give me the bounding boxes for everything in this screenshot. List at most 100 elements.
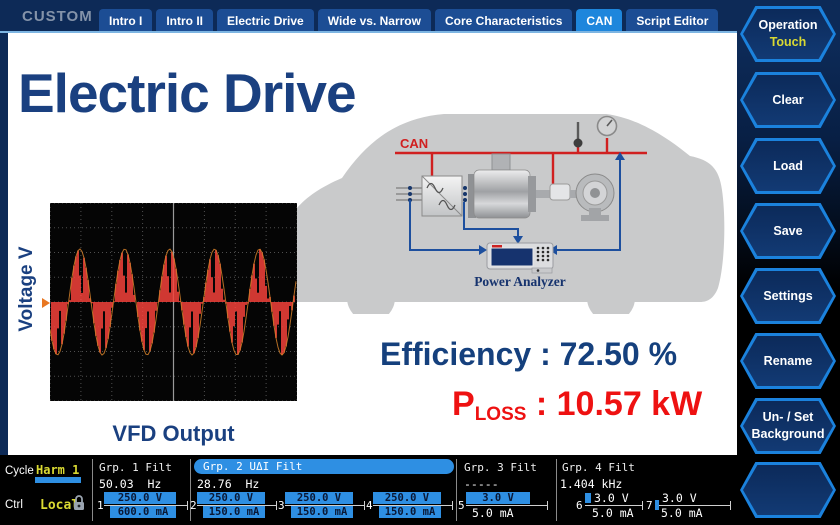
channel-7-current-range[interactable]: 5.0 mA (661, 506, 703, 520)
channel-6-ruler (585, 505, 643, 506)
group-1-label[interactable]: Grp. 1 Filt (99, 461, 172, 474)
channel-3-number[interactable]: 3 (278, 499, 285, 512)
power-loss-readout: PLOSS : 10.57 kW (452, 385, 702, 426)
efficiency-readout: Efficiency : 72.50 % (380, 336, 677, 373)
channel-5-number[interactable]: 5 (458, 499, 465, 512)
main-content: Electric Drive CAN (8, 33, 737, 455)
channel-3-voltage-range[interactable]: 250.0 V (285, 492, 353, 504)
statusbar-separator (92, 459, 93, 521)
can-bus-label: CAN (400, 136, 428, 151)
channel-5-ruler (466, 505, 548, 506)
channel-3-current-range[interactable]: 150.0 mA (291, 506, 353, 518)
cycle-label: Cycle (5, 465, 34, 477)
group-2-label[interactable]: Grp. 2 UΔI Filt (194, 459, 454, 474)
tab-script-editor[interactable]: Script Editor (626, 9, 719, 33)
unset-background-button[interactable]: Un- / Set Background (740, 398, 836, 454)
empty-soft-key[interactable] (740, 462, 836, 518)
group-1-frequency: 50.03 Hz (99, 477, 162, 491)
settings-button[interactable]: Settings (740, 268, 836, 324)
group-3-frequency: ----- (464, 477, 499, 491)
channel-5-current-range[interactable]: 5.0 mA (472, 506, 514, 520)
ploss-separator: : (526, 385, 557, 423)
channel-6-current-range[interactable]: 5.0 mA (592, 506, 634, 520)
group-2-frequency: 28.76 Hz (197, 477, 260, 491)
channel-6-number[interactable]: 6 (576, 499, 583, 512)
three-phase-input (396, 186, 422, 202)
ploss-value: 10.57 kW (556, 385, 703, 423)
efficiency-separator: : (531, 336, 560, 372)
tab-core-characteristics[interactable]: Core Characteristics (434, 9, 573, 33)
channel-6-range-marker (585, 493, 591, 503)
trigger-marker-icon (42, 298, 50, 308)
settings-label: Settings (763, 288, 813, 303)
tab-intro-ii[interactable]: Intro II (156, 9, 213, 33)
save-label: Save (773, 223, 803, 238)
clear-button[interactable]: Clear (740, 72, 836, 128)
ruler-tick (547, 501, 548, 510)
channel-6-voltage-range[interactable]: 3.0 V (594, 491, 629, 505)
left-edge-strip (0, 33, 8, 455)
rename-button[interactable]: Rename (740, 333, 836, 389)
measurement-wiring (409, 158, 621, 251)
save-button[interactable]: Save (740, 203, 836, 259)
load-machine-icon (575, 173, 615, 221)
tabbar-underline (0, 31, 737, 33)
channel-1-ruler (104, 505, 188, 506)
ruler-tick (364, 501, 365, 510)
channel-7-number[interactable]: 7 (646, 499, 653, 512)
top-bar: CUSTOM Intro I Intro II Electric Drive W… (0, 0, 840, 33)
efficiency-label: Efficiency (380, 336, 532, 372)
channel-1-voltage-range[interactable]: 250.0 V (104, 492, 176, 504)
status-bar: Cycle Harm 1 Ctrl Local Grp. 1 Filt 50.0… (0, 455, 737, 525)
channel-2-voltage-range[interactable]: 250.0 V (197, 492, 265, 504)
ruler-tick (452, 501, 453, 510)
unset-background-label-2: Background (751, 427, 825, 441)
load-label: Load (773, 158, 803, 173)
scope-y-axis-label: Voltage V (16, 246, 37, 332)
channel-7-voltage-range[interactable]: 3.0 V (662, 491, 697, 505)
ctrl-mode-value[interactable]: Local (40, 498, 80, 513)
vfd-waveform (49, 202, 298, 402)
operation-mode-value: Touch (769, 35, 807, 49)
lock-icon[interactable] (72, 494, 86, 512)
channel-7-range-marker (655, 500, 659, 510)
channel-4-ruler (373, 505, 453, 506)
efficiency-value: 72.50 % (559, 336, 678, 372)
channel-4-current-range[interactable]: 150.0 mA (379, 506, 441, 518)
channel-3-ruler (285, 505, 365, 506)
power-analyzer-icon (486, 242, 554, 274)
ploss-subscript: LOSS (474, 404, 527, 425)
group-4-frequency: 1.404 kHz (560, 477, 623, 491)
tab-wide-vs-narrow[interactable]: Wide vs. Narrow (317, 9, 431, 33)
statusbar-separator (456, 459, 457, 521)
channel-2-ruler (197, 505, 277, 506)
channel-1-number[interactable]: 1 (97, 499, 104, 512)
channel-7-ruler (655, 505, 731, 506)
channel-4-number[interactable]: 4 (366, 499, 373, 512)
temperature-sensor-icon (573, 122, 583, 148)
tab-can[interactable]: CAN (576, 9, 623, 33)
cycle-mode-value[interactable]: Harm 1 (36, 463, 80, 477)
group-4-label[interactable]: Grp. 4 Filt (562, 461, 635, 474)
load-button[interactable]: Load (740, 138, 836, 194)
custom-mode-label: CUSTOM (22, 8, 93, 25)
channel-1-current-range[interactable]: 600.0 mA (110, 506, 176, 518)
channel-2-current-range[interactable]: 150.0 mA (203, 506, 265, 518)
operation-mode-button[interactable]: Operation Touch (740, 6, 836, 62)
ctrl-label: Ctrl (5, 499, 23, 511)
tab-bar: Intro I Intro II Electric Drive Wide vs.… (99, 9, 719, 33)
page-title: Electric Drive (18, 62, 357, 124)
operation-label: Operation (758, 18, 818, 33)
gauge-icon (596, 115, 618, 137)
scope-caption: VFD Output (112, 421, 235, 446)
channel-4-voltage-range[interactable]: 250.0 V (373, 492, 441, 504)
tab-electric-drive[interactable]: Electric Drive (217, 9, 314, 33)
power-analyzer-label: Power Analyzer (474, 274, 566, 289)
channel-2-number[interactable]: 2 (190, 499, 197, 512)
ruler-tick (276, 501, 277, 510)
channel-5-voltage-range[interactable]: 3.0 V (466, 492, 530, 504)
group-3-label[interactable]: Grp. 3 Filt (464, 461, 537, 474)
sidebar: Operation Touch Clear Load Save Settings… (737, 0, 840, 525)
tab-intro-i[interactable]: Intro I (99, 9, 153, 33)
